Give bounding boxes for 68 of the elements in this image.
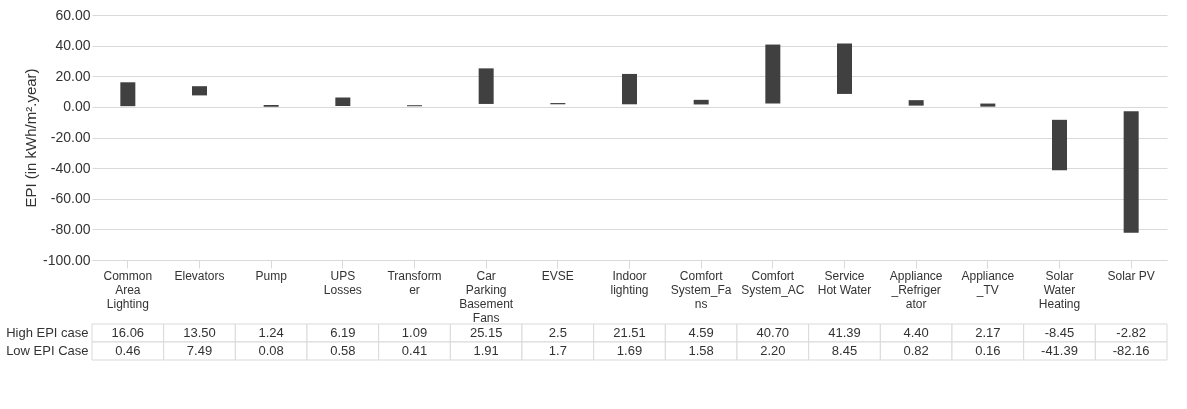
data-label: -82.16 (1112, 343, 1150, 358)
data-label: 2.5 (548, 325, 567, 340)
data-label: 1.09 (401, 325, 428, 340)
x-tick-label: Pump (255, 268, 288, 283)
data-label: 1.58 (688, 343, 714, 358)
bar (622, 73, 637, 105)
data-label: 2.17 (975, 325, 1001, 340)
y-tick-label: -80.00 (50, 220, 91, 237)
y-tick-label: -60.00 (50, 190, 91, 207)
data-label: 0.41 (401, 343, 428, 358)
data-label: 1.91 (473, 343, 499, 358)
bar (980, 103, 996, 107)
bar (837, 43, 852, 94)
data-label: 2.20 (760, 343, 786, 358)
data-label: 16.06 (111, 325, 145, 340)
data-label: -2.82 (1116, 325, 1146, 340)
data-label: 41.39 (828, 325, 861, 340)
y-tick-label: Low EPI Case (6, 343, 89, 358)
bar (192, 86, 207, 96)
data-label: -8.45 (1044, 325, 1075, 340)
bar (1052, 119, 1067, 171)
x-tick-label: Car Parking Basement Fans (459, 268, 514, 325)
bar (1123, 111, 1139, 233)
x-tick-label: Elevators (174, 268, 225, 283)
y-tick-label: -20.00 (50, 129, 91, 145)
data-label: -41.39 (1041, 343, 1078, 358)
y-tick-label: 40.00 (55, 37, 91, 54)
bar (765, 44, 781, 104)
data-label: 8.45 (831, 343, 858, 358)
x-tick-label: Comfort System_AC (741, 268, 805, 297)
data-label: 7.49 (186, 343, 213, 358)
x-tick-label: Transformer (387, 268, 442, 297)
data-label: 13.50 (183, 325, 216, 340)
x-tick-label: Appliance_Refrigerator (889, 268, 943, 311)
data-label: 40.70 (756, 325, 790, 340)
bar (478, 68, 494, 104)
x-tick-label: Service Hot Water (817, 268, 872, 297)
y-tick-label: 60.00 (55, 6, 91, 23)
x-tick-label: UPS Losses (323, 268, 362, 297)
x-tick-label: EVSE (541, 268, 574, 283)
y-axis-title: EPI (in kWh/m².year) (22, 68, 40, 208)
bar (908, 100, 924, 106)
data-label: 0.46 (115, 343, 141, 358)
data-label: 0.82 (903, 343, 929, 358)
data-label: 4.40 (903, 325, 929, 340)
x-tick-label: Solar PV (1107, 268, 1155, 283)
bar (335, 97, 351, 106)
data-label: 1.7 (548, 343, 567, 358)
x-tick-label: Appliance_TV (961, 268, 1015, 297)
y-tick-label: -100.00 (43, 251, 91, 268)
bar (120, 82, 136, 107)
y-tick-label: 0.00 (63, 98, 91, 115)
data-label: 0.08 (258, 343, 284, 358)
data-label: 25.15 (469, 325, 503, 340)
y-tick-label: 20.00 (55, 67, 91, 84)
data-label: 1.69 (616, 343, 643, 358)
data-label: 4.59 (688, 325, 714, 340)
x-tick-label: Comfort System_Fans (670, 268, 732, 311)
data-label: 0.16 (975, 343, 1001, 358)
x-tick-label: Solar Water Heating (1038, 268, 1081, 311)
data-label: 1.24 (258, 325, 284, 340)
data-label: 0.58 (330, 343, 356, 358)
y-tick-label: -40.00 (50, 159, 91, 176)
data-label: 6.19 (330, 325, 356, 340)
x-tick-label: Common Area Lighting (103, 268, 153, 311)
x-tick-label: Indoor lighting (610, 268, 649, 297)
y-tick-label: High EPI case (6, 325, 89, 340)
data-label: 21.51 (613, 325, 646, 340)
